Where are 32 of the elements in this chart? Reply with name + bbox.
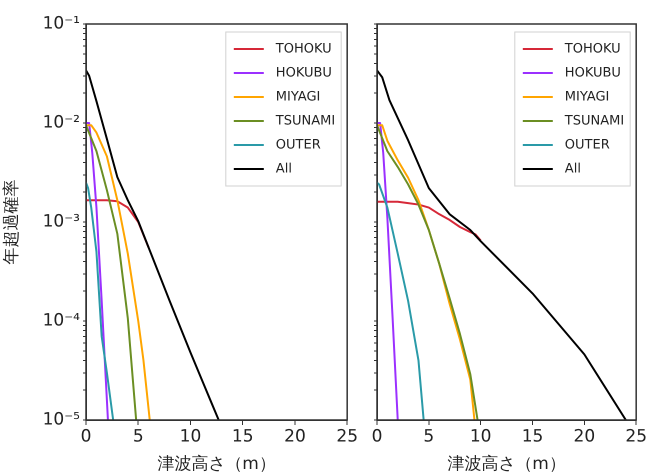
x-tick-label: 25 [625,426,648,447]
y-tick-label: 10⁻⁵ [42,409,80,430]
y-tick-label: 10⁻¹ [42,13,80,34]
legend-label: TOHOKU [274,41,332,56]
legend-label: TSUNAMI [274,113,336,128]
y-tick-label: 10⁻³ [42,211,80,232]
y-tick-label: 10⁻⁴ [42,310,80,330]
x-tick-label: 15 [522,426,544,447]
x-tick-label: 5 [423,426,434,447]
legend-label: All [276,161,292,176]
y-tick-label: 10⁻² [42,112,80,132]
legend-label: TOHOKU [564,41,621,56]
legend-label: MIYAGI [276,89,320,104]
x-tick-label: 10 [470,426,492,447]
x-tick-label: 0 [372,426,382,447]
x-tick-label: 5 [132,426,144,447]
x-tick-label: 15 [232,426,254,447]
legend-label: OUTER [276,137,321,152]
legend-label: HOKUBU [564,65,621,80]
legend-label: OUTER [564,137,610,152]
x-tick-label: 0 [80,426,92,447]
x-tick-label: 20 [574,426,596,447]
legend-label: MIYAGI [564,89,610,104]
x-axis-title: 津波高さ（m） [447,454,566,474]
x-tick-label: 20 [284,426,306,447]
legend-label: TSUNAMI [564,113,624,128]
legend-label: HOKUBU [276,65,332,80]
x-axis-title: 津波高さ（m） [157,454,276,474]
legend-label: All [564,161,581,176]
y-axis-title: 年超過確率 [2,180,22,264]
x-tick-label: 25 [336,426,358,447]
x-tick-label: 10 [180,426,202,447]
